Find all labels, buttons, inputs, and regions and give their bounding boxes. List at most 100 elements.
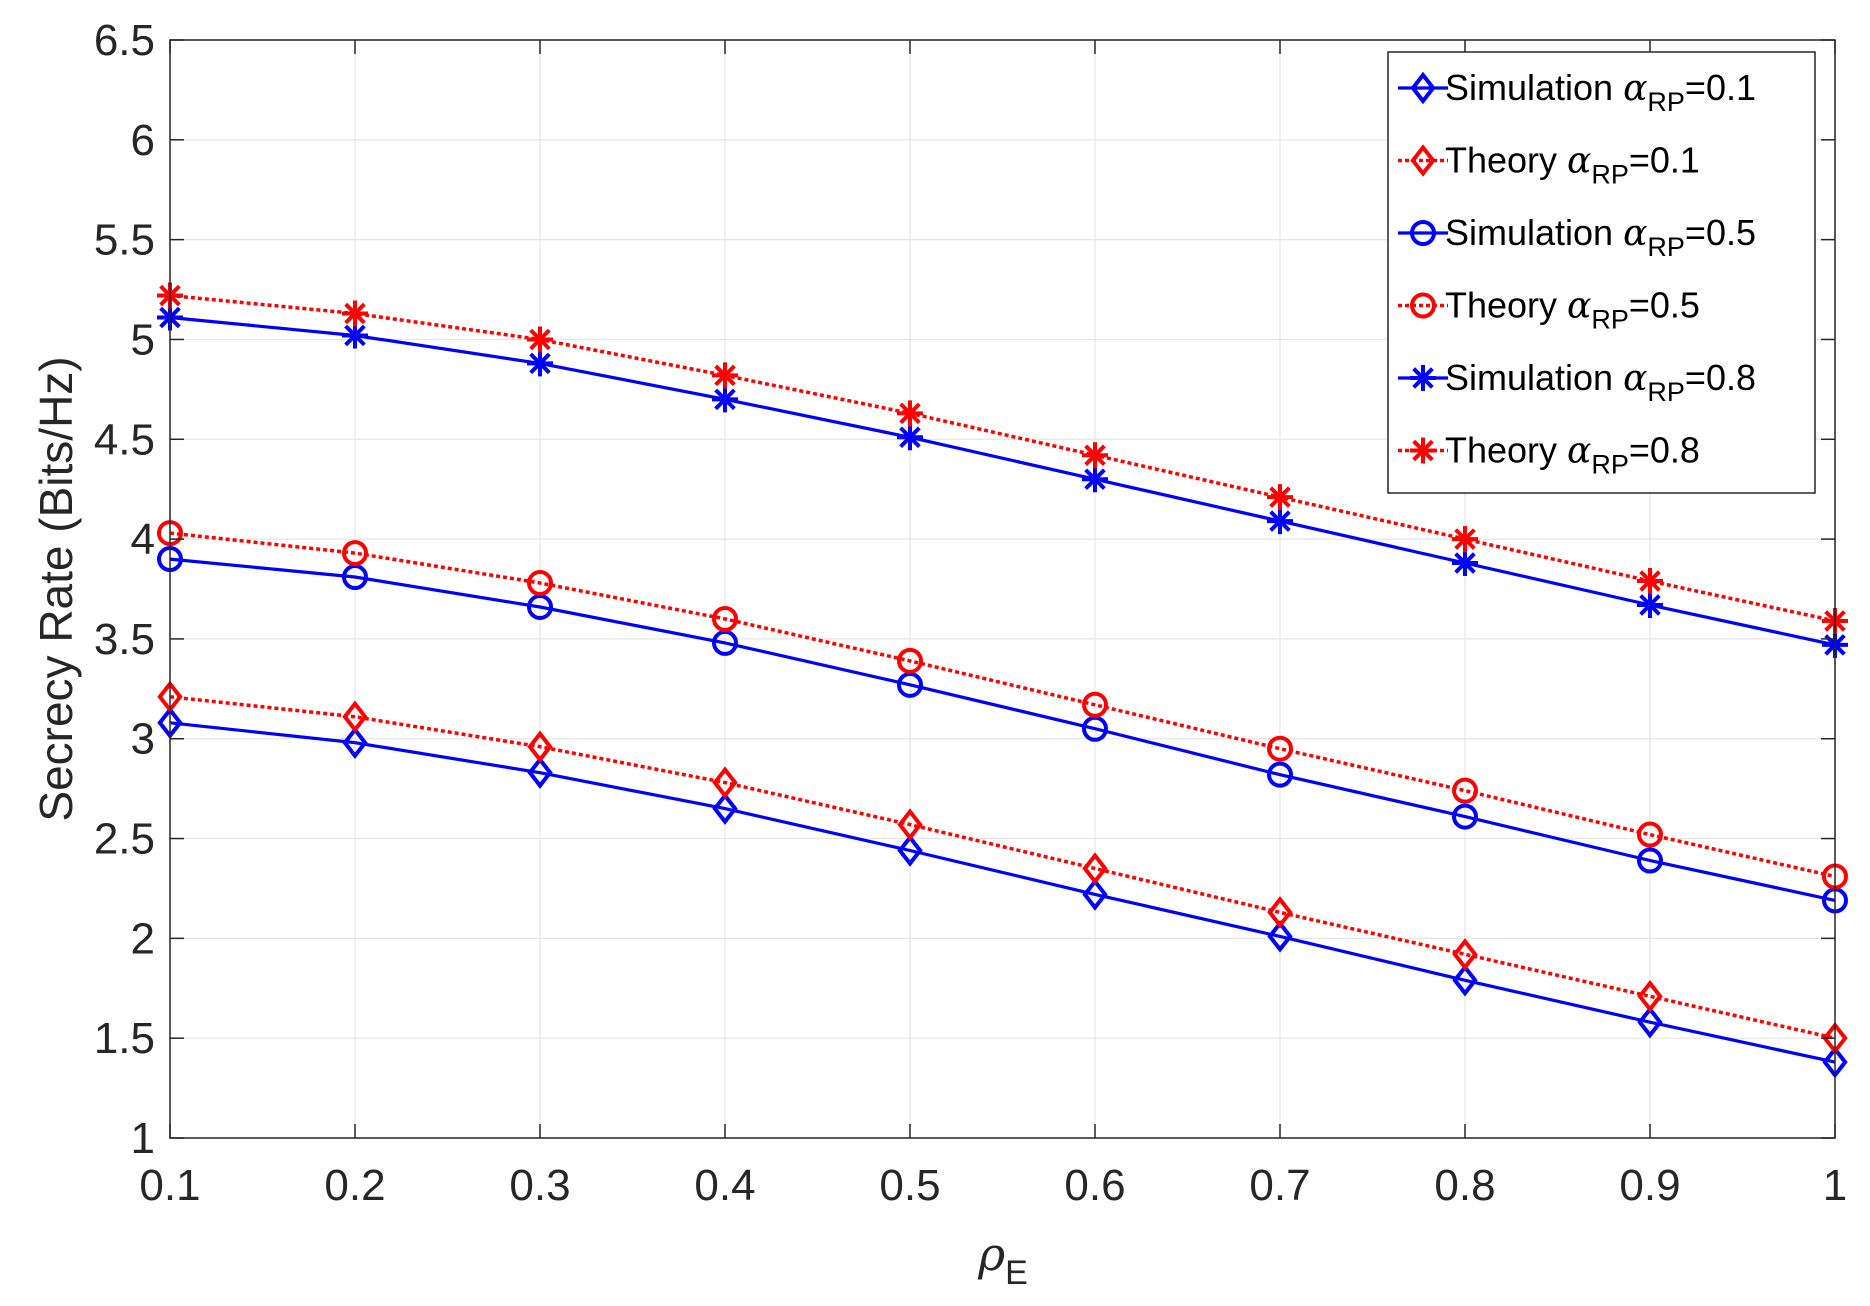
x-axis-label-symbol: ρ bbox=[977, 1227, 1005, 1281]
series-5 bbox=[157, 304, 1848, 658]
data-point bbox=[897, 400, 923, 427]
x-tick-label: 0.3 bbox=[509, 1161, 570, 1210]
data-point bbox=[712, 792, 738, 825]
y-axis-label: Secrecy Rate (Bits/Hz) bbox=[30, 356, 82, 821]
y-tick-label: 4.5 bbox=[94, 415, 155, 464]
data-point bbox=[1452, 777, 1478, 804]
legend-box bbox=[1387, 51, 1816, 494]
legend-marker bbox=[1410, 365, 1436, 391]
y-tick-label: 5.5 bbox=[94, 216, 155, 265]
data-point bbox=[1267, 735, 1293, 762]
data-point bbox=[1452, 803, 1478, 830]
x-tick-label: 0.4 bbox=[694, 1161, 755, 1210]
data-point bbox=[527, 326, 553, 353]
data-point bbox=[712, 605, 738, 632]
series-line bbox=[169, 531, 1836, 879]
y-tick-label: 2 bbox=[131, 914, 155, 963]
axes-box bbox=[169, 39, 1836, 1139]
data-point bbox=[897, 834, 923, 867]
data-point bbox=[1082, 691, 1108, 718]
series-3 bbox=[157, 546, 1848, 914]
data-point bbox=[1082, 466, 1108, 493]
data-point bbox=[1637, 847, 1663, 874]
legend-marker bbox=[1410, 144, 1436, 177]
series-line bbox=[169, 315, 1836, 647]
svg-text:ρE: ρE bbox=[977, 1227, 1028, 1292]
data-point bbox=[527, 756, 553, 789]
x-axis-label-subscript: E bbox=[1005, 1254, 1028, 1292]
y-tick-label: 5 bbox=[131, 315, 155, 364]
data-point bbox=[712, 386, 738, 413]
legend-label: Simulation αRP=0.8 bbox=[1445, 357, 1756, 407]
legend-entry-6: Theory αRP=0.8 bbox=[1398, 430, 1700, 480]
data-point bbox=[897, 808, 923, 841]
legend-entry-1: Simulation αRP=0.1 bbox=[1398, 67, 1756, 117]
series-2 bbox=[157, 680, 1848, 1055]
data-point bbox=[897, 647, 923, 674]
data-point bbox=[1267, 920, 1293, 953]
legend-label: Theory αRP=0.1 bbox=[1445, 140, 1700, 190]
y-tick-label: 4 bbox=[131, 515, 155, 564]
legend-marker bbox=[1410, 437, 1436, 464]
data-point bbox=[1082, 878, 1108, 911]
data-point bbox=[342, 300, 368, 327]
x-tick-label: 0.6 bbox=[1064, 1161, 1125, 1210]
data-point bbox=[1637, 568, 1663, 595]
data-point bbox=[1267, 484, 1293, 511]
data-point bbox=[712, 362, 738, 389]
x-tick-label: 0.7 bbox=[1249, 1161, 1310, 1210]
data-point bbox=[1452, 938, 1478, 971]
data-point bbox=[527, 350, 553, 377]
y-tick-label: 6.5 bbox=[94, 16, 155, 65]
data-point bbox=[1267, 896, 1293, 929]
x-tick-label: 0.5 bbox=[879, 1161, 940, 1210]
legend-marker bbox=[1410, 292, 1436, 319]
data-point bbox=[897, 424, 923, 451]
data-point bbox=[1452, 526, 1478, 553]
x-axis-label: ρE bbox=[977, 1227, 1028, 1292]
legend-entry-4: Theory αRP=0.5 bbox=[1398, 285, 1700, 335]
data-point bbox=[527, 730, 553, 763]
axis-ticks: 0.1 0.2 0.3 0.4 0.5 0.6 0.7 0.8 0.9 1 1 1.5 2 2.5 3 3.5… bbox=[94, 16, 1847, 1210]
x-tick-label: 0.9 bbox=[1619, 1161, 1680, 1210]
data-point bbox=[712, 766, 738, 799]
series-line bbox=[169, 721, 1836, 1064]
data-point bbox=[1082, 852, 1108, 885]
data-point bbox=[1637, 591, 1663, 618]
series-line bbox=[169, 557, 1836, 902]
data-point bbox=[1267, 761, 1293, 788]
y-tick-label: 1.5 bbox=[94, 1014, 155, 1063]
legend-marker bbox=[1410, 220, 1436, 246]
data-point bbox=[1637, 821, 1663, 848]
y-tick-label: 6 bbox=[131, 116, 155, 165]
data-point bbox=[342, 726, 368, 759]
legend-entry-2: Theory αRP=0.1 bbox=[1398, 140, 1700, 190]
legend-label: Theory αRP=0.5 bbox=[1445, 285, 1700, 335]
legend-label: Simulation αRP=0.5 bbox=[1445, 212, 1756, 262]
legend-entry-5: Simulation αRP=0.8 bbox=[1398, 357, 1756, 407]
data-point bbox=[342, 700, 368, 734]
data-point bbox=[342, 540, 368, 567]
legend-label: Theory αRP=0.8 bbox=[1445, 430, 1700, 480]
data-point bbox=[1267, 508, 1293, 535]
legend-entry-3: Simulation αRP=0.5 bbox=[1398, 212, 1756, 262]
data-point bbox=[527, 570, 553, 597]
data-point bbox=[1452, 964, 1478, 997]
data-point bbox=[1082, 442, 1108, 469]
legend-label: Simulation αRP=0.1 bbox=[1445, 67, 1756, 117]
x-tick-label: 1 bbox=[1823, 1161, 1847, 1210]
series-line bbox=[169, 695, 1836, 1040]
x-tick-label: 0.1 bbox=[139, 1161, 200, 1210]
series-layer bbox=[157, 282, 1848, 1079]
y-tick-label: 1 bbox=[131, 1114, 155, 1163]
y-tick-label: 3 bbox=[131, 715, 155, 764]
legend: Simulation αRP=0.1 Theory αRP=0.1 Simulati… bbox=[1387, 51, 1816, 494]
data-point bbox=[342, 322, 368, 349]
legend-marker bbox=[1410, 71, 1436, 105]
x-tick-label: 0.2 bbox=[324, 1161, 385, 1210]
grid-lines bbox=[169, 39, 1836, 1139]
data-point bbox=[1637, 980, 1663, 1013]
data-point bbox=[1637, 1005, 1663, 1039]
data-point bbox=[1452, 550, 1478, 577]
